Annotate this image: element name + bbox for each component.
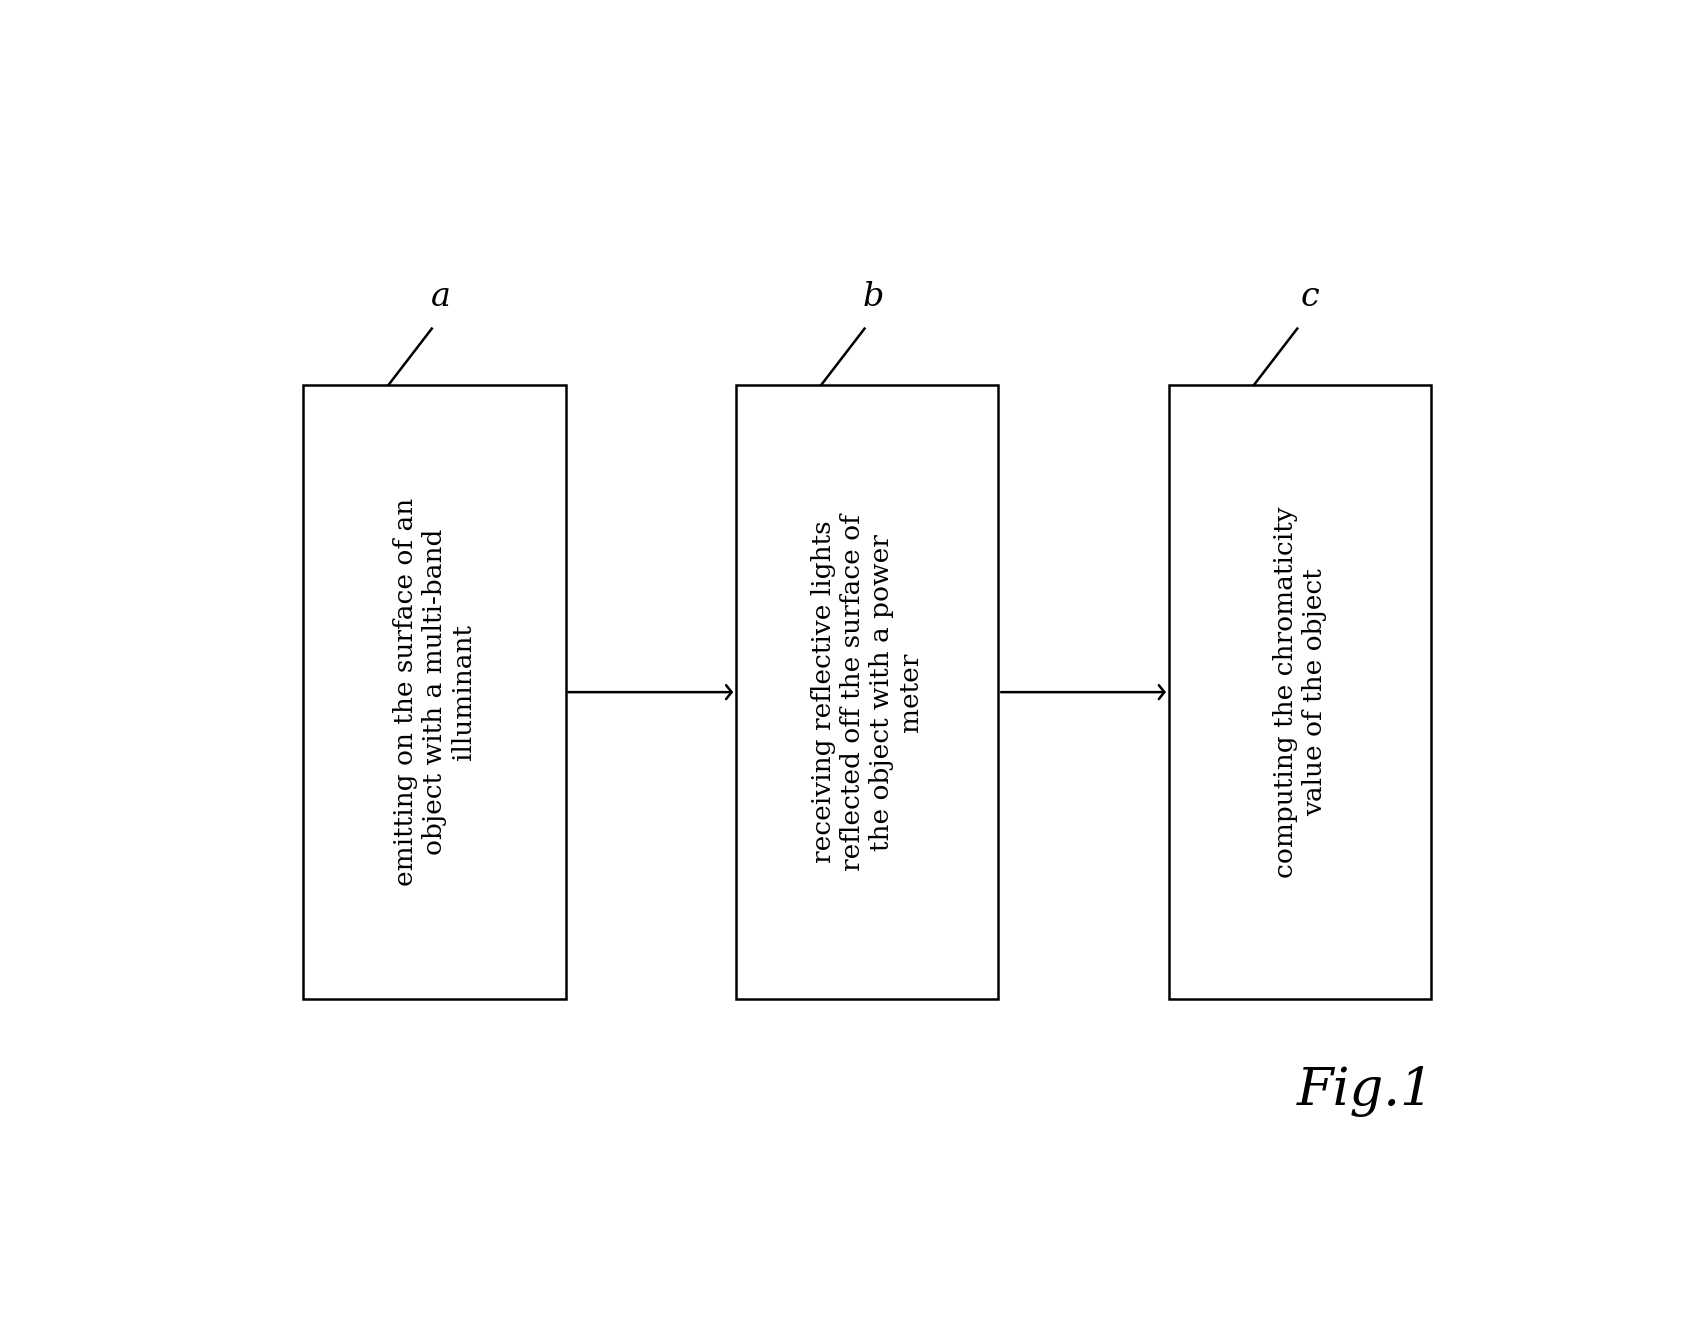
Text: receiving reflective lights
reflected off the surface of
the object with a power: receiving reflective lights reflected of…	[810, 513, 924, 871]
FancyBboxPatch shape	[736, 384, 998, 999]
FancyBboxPatch shape	[1169, 384, 1431, 999]
Text: computing the chromaticity
value of the object: computing the chromaticity value of the …	[1272, 507, 1327, 878]
Text: a: a	[431, 281, 450, 313]
Text: Fig.1: Fig.1	[1296, 1067, 1435, 1117]
FancyBboxPatch shape	[303, 384, 565, 999]
Text: emitting on the surface of an
object with a multi-band
illuminant: emitting on the surface of an object wit…	[393, 497, 475, 886]
Text: b: b	[863, 281, 885, 313]
Text: c: c	[1301, 281, 1320, 313]
